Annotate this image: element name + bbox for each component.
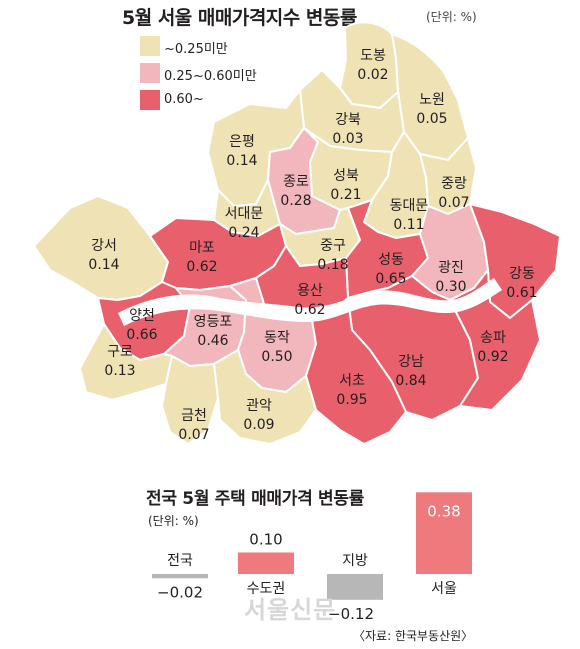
district-value-gangbuk: 0.03 — [332, 131, 363, 147]
district-name-songpa: 송파 — [480, 330, 506, 346]
district-name-jungnang: 중랑 — [441, 176, 467, 192]
bar-0 — [152, 574, 208, 579]
district-value-yongsan: 0.62 — [294, 302, 325, 318]
legend-label-low: ~0.25미만 — [164, 42, 228, 57]
district-value-songpa: 0.92 — [477, 349, 508, 365]
map-unit-label: (단위: %) — [426, 10, 477, 24]
district-value-seocho: 0.95 — [336, 392, 367, 408]
district-value-geumcheon: 0.07 — [178, 427, 209, 443]
bar-category-label-0: 전국 — [167, 553, 193, 569]
district-value-dobong: 0.02 — [357, 67, 388, 83]
district-value-jungnang: 0.07 — [438, 195, 469, 211]
bar-3 — [416, 492, 472, 574]
district-name-yangcheon: 양천 — [129, 308, 155, 324]
legend-swatch-high — [140, 90, 160, 110]
bar-value-label-3: 0.38 — [427, 502, 460, 520]
district-name-seocho: 서초 — [339, 373, 365, 389]
source-credit: 〈자료: 한국부동산원〉 — [353, 629, 474, 643]
bar-chart-unit: (단위: %) — [148, 514, 199, 528]
bar-value-label-2: −0.12 — [328, 605, 374, 623]
district-name-dobong: 도봉 — [360, 48, 386, 64]
bar-category-label-3: 서울 — [431, 581, 457, 597]
district-value-seongbuk: 0.21 — [330, 187, 361, 203]
bar-1 — [238, 552, 294, 574]
district-labels: 도봉 0.02 노원 0.05 강북 0.03 은평 0.14 종로 0.28 성북 0.21 중랑 0.… — [88, 48, 537, 443]
bar-category-label-2: 지방 — [342, 553, 368, 569]
district-name-yeongdeungpo: 영등포 — [194, 314, 233, 330]
legend-label-mid: 0.25~0.60미만 — [164, 69, 257, 84]
district-name-gangdong: 강동 — [509, 266, 535, 282]
district-name-gwanak: 관악 — [246, 398, 272, 414]
bar-chart-title: 전국 5월 주택 매매가격 변동률 — [146, 489, 365, 509]
district-name-guro: 구로 — [107, 344, 133, 360]
district-name-seongdong: 성동 — [378, 252, 404, 268]
district-value-gangseo: 0.14 — [88, 257, 119, 273]
district-value-jongno: 0.28 — [280, 193, 311, 209]
district-value-nowon: 0.05 — [416, 111, 447, 127]
district-gwanak — [213, 349, 317, 445]
legend-swatch-mid — [140, 63, 160, 83]
district-name-dongjak: 동작 — [264, 330, 290, 346]
district-name-gangseo: 강서 — [91, 238, 117, 254]
district-value-yangcheon: 0.66 — [126, 327, 157, 343]
district-value-seodaemun: 0.24 — [228, 225, 259, 241]
bar-2 — [327, 574, 383, 600]
legend-label-high: 0.60~ — [164, 92, 204, 107]
district-value-gangdong: 0.61 — [506, 285, 537, 301]
district-name-yongsan: 용산 — [297, 283, 323, 299]
bar-value-label-1: 0.10 — [249, 531, 282, 549]
district-name-junggu: 중구 — [320, 238, 346, 254]
district-value-gwangjin: 0.30 — [435, 279, 466, 295]
bar-value-label-0: −0.02 — [157, 583, 203, 601]
district-value-eunpyeong: 0.14 — [226, 153, 257, 169]
district-name-gangbuk: 강북 — [335, 112, 361, 128]
district-name-gwangjin: 광진 — [438, 260, 464, 276]
district-name-dongdaemun: 동대문 — [390, 198, 429, 214]
district-value-yeongdeungpo: 0.46 — [197, 333, 228, 349]
legend-swatch-low — [140, 36, 160, 56]
district-name-seongbuk: 성북 — [333, 168, 359, 184]
district-value-guro: 0.13 — [104, 363, 135, 379]
district-name-eunpyeong: 은평 — [229, 134, 255, 150]
district-name-jongno: 종로 — [283, 174, 309, 190]
district-name-mapo: 마포 — [189, 240, 215, 256]
district-name-gangnam: 강남 — [398, 354, 424, 370]
district-value-junggu: 0.18 — [317, 257, 348, 273]
district-name-nowon: 노원 — [419, 92, 445, 108]
han-river — [118, 278, 502, 326]
district-value-seongdong: 0.65 — [375, 271, 406, 287]
district-name-seodaemun: 서대문 — [225, 206, 264, 222]
district-value-dongjak: 0.50 — [261, 349, 292, 365]
district-name-geumcheon: 금천 — [181, 408, 207, 424]
district-value-gangnam: 0.84 — [395, 373, 426, 389]
district-geumcheon — [161, 355, 219, 445]
district-value-dongdaemun: 0.11 — [393, 217, 424, 233]
district-value-gwanak: 0.09 — [243, 417, 274, 433]
bar-category-label-1: 수도권 — [247, 581, 286, 597]
map-title: 5월 서울 매매가격지수 변동률 — [122, 7, 357, 29]
district-value-mapo: 0.62 — [186, 259, 217, 275]
watermark: 서울신문 — [244, 596, 337, 624]
